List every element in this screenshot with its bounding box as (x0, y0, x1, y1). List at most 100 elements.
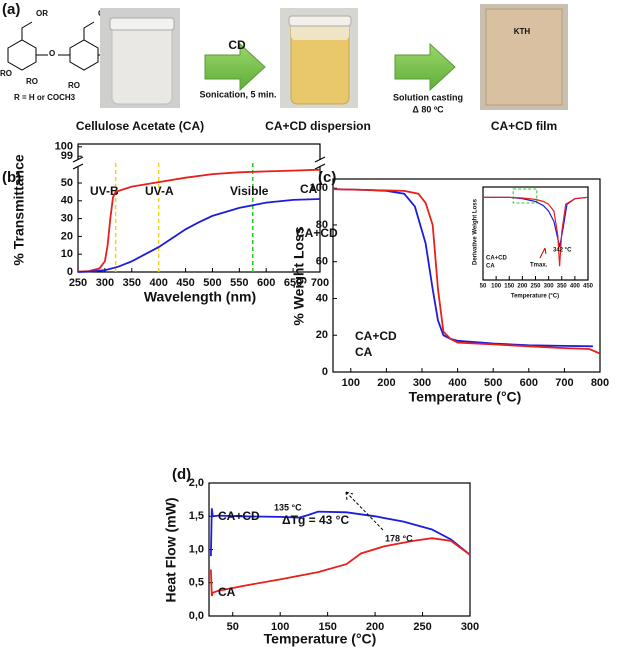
x-axis-title: Temperature (°C) (264, 631, 377, 647)
x-tick-label: 700 (311, 277, 329, 289)
series-label: CA+CD (218, 509, 260, 523)
panel-label: (a) (2, 1, 20, 18)
x-tick-label: 300 (461, 621, 479, 633)
annotation-arrow (345, 491, 384, 531)
jar-image (100, 8, 180, 108)
series-label: CA (486, 264, 495, 270)
y-tick-label: 40 (61, 195, 73, 207)
y-tick-label: 100 (310, 182, 328, 194)
x-tick-label: 50 (227, 621, 239, 633)
y-axis-title: % Weight Loss (291, 226, 307, 326)
highlight-box (512, 188, 538, 204)
x-tick-label: 500 (484, 377, 502, 389)
region-label: UV-B (90, 184, 119, 198)
y-axis-title: % Transmittance (11, 154, 27, 265)
x-tick-label: 650 (284, 277, 302, 289)
series-label: CA+CD (296, 226, 338, 240)
y-tick-label: 10 (61, 248, 73, 260)
x-tick-label: 300 (413, 377, 431, 389)
plot-frame (208, 482, 471, 617)
y-axis-title: Heat Flow (mW) (163, 498, 179, 603)
x-tick-label: 800 (591, 377, 609, 389)
film-image (480, 4, 568, 110)
x-tick-label: 700 (555, 377, 573, 389)
caption: CA+CD film (491, 119, 557, 133)
x-tick-label: 600 (520, 377, 538, 389)
series-label: CA (300, 182, 318, 196)
series-label: CA+CD (355, 329, 397, 343)
y-tick-label: 2,0 (189, 477, 204, 489)
annotation-arrow (539, 247, 547, 259)
structure-label: RO (26, 77, 38, 86)
axis-break-mark (72, 156, 84, 170)
x-tick-label: 400 (149, 277, 167, 289)
structure-label: OR (36, 9, 48, 18)
axis-break-mark (314, 156, 326, 170)
film-label: KTH (514, 27, 531, 36)
x-axis-title: Temperature (°C) (511, 294, 559, 300)
y-tick-label: 50 (61, 177, 73, 189)
y-tick-label: 0 (322, 366, 328, 378)
annotation: ΔTg = 43 °C (282, 513, 349, 527)
structure-label: RO (0, 69, 12, 78)
y-tick-label: 40 (316, 292, 328, 304)
x-tick-label: 150 (318, 621, 336, 633)
jar-image (280, 8, 358, 108)
panel-label: (b) (2, 169, 21, 186)
x-tick-label: 400 (448, 377, 466, 389)
reagent: CD (228, 38, 246, 52)
structure-label: O (49, 49, 55, 58)
x-tick-label: 300 (544, 284, 555, 290)
structure-label: RO (68, 81, 80, 90)
x-tick-label: 200 (377, 377, 395, 389)
series-line (332, 188, 593, 348)
series-line (483, 196, 589, 248)
annotation: 342 °C (553, 248, 572, 254)
region-label: UV-A (145, 184, 174, 198)
series-label: CA (218, 585, 236, 599)
y-tick-label: 0 (67, 266, 73, 278)
x-tick-label: 450 (583, 284, 594, 290)
structure (7, 21, 112, 71)
y-axis-title: Derivative Weight Loss (473, 198, 479, 265)
x-tick-label: 50 (480, 284, 487, 290)
series-line (210, 537, 471, 597)
x-tick-label: 450 (176, 277, 194, 289)
region-label: Visible (230, 184, 269, 198)
x-tick-label: 100 (342, 377, 360, 389)
x-tick-label: 300 (96, 277, 114, 289)
condition: Δ 80 ºC (412, 104, 444, 114)
x-tick-label: 250 (69, 277, 87, 289)
series-line (483, 196, 589, 267)
x-tick-label: 400 (570, 284, 581, 290)
caption: Cellulose Acetate (CA) (76, 119, 204, 133)
substituent: R = H or COCH3 (14, 93, 76, 102)
series-label: CA (355, 345, 373, 359)
x-tick-label: 100 (491, 284, 502, 290)
plot-frame (77, 143, 321, 273)
condition: Solution casting (393, 92, 463, 102)
x-tick-label: 250 (413, 621, 431, 633)
x-tick-label: 550 (230, 277, 248, 289)
series-line (332, 188, 601, 355)
x-tick-label: 600 (257, 277, 275, 289)
plot-frame (332, 178, 601, 373)
x-tick-label: 250 (530, 284, 541, 290)
y-tick-label: 80 (316, 219, 328, 231)
y-tick-label: 20 (61, 230, 73, 242)
arrow (394, 42, 456, 92)
axis-break-gap (75, 160, 323, 167)
panel-label: (d) (172, 466, 191, 483)
y-tick-label: 20 (316, 329, 328, 341)
x-tick-label: 150 (504, 284, 515, 290)
x-tick-label: 200 (517, 284, 528, 290)
x-tick-label: 350 (123, 277, 141, 289)
annotation: 178 °C (385, 533, 413, 543)
arrow (204, 42, 266, 92)
series-line (77, 198, 321, 273)
series-label: CA+CD (486, 256, 508, 262)
series-line (77, 168, 321, 273)
x-tick-label: 200 (366, 621, 384, 633)
y-tick-label: 99 (61, 150, 73, 162)
y-tick-label: 0,5 (189, 577, 204, 589)
